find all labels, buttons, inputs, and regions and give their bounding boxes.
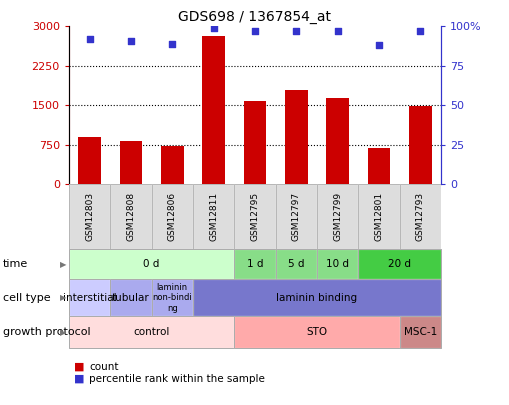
Point bbox=[415, 28, 423, 34]
Text: GDS698 / 1367854_at: GDS698 / 1367854_at bbox=[178, 10, 331, 24]
Text: ■: ■ bbox=[74, 362, 84, 371]
Text: 20 d: 20 d bbox=[387, 259, 410, 269]
Bar bbox=[192, 184, 234, 249]
Text: GSM12793: GSM12793 bbox=[415, 192, 424, 241]
Bar bbox=[399, 184, 440, 249]
Bar bbox=[69, 279, 110, 316]
Text: GSM12795: GSM12795 bbox=[250, 192, 259, 241]
Text: GSM12801: GSM12801 bbox=[374, 192, 383, 241]
Bar bbox=[275, 184, 317, 249]
Text: percentile rank within the sample: percentile rank within the sample bbox=[89, 374, 265, 384]
Bar bbox=[69, 249, 234, 279]
Bar bbox=[399, 184, 440, 249]
Bar bbox=[151, 279, 192, 316]
Text: 1 d: 1 d bbox=[246, 259, 263, 269]
Bar bbox=[275, 249, 317, 279]
Bar bbox=[234, 249, 275, 279]
Text: ▶: ▶ bbox=[60, 293, 66, 302]
Bar bbox=[192, 279, 440, 316]
Bar bbox=[358, 249, 440, 279]
Text: tubular: tubular bbox=[112, 293, 150, 303]
Text: laminin binding: laminin binding bbox=[276, 293, 357, 303]
Bar bbox=[326, 98, 349, 184]
Text: ▶: ▶ bbox=[60, 328, 66, 337]
Text: MSC-1: MSC-1 bbox=[403, 327, 436, 337]
Text: 5 d: 5 d bbox=[288, 259, 304, 269]
Bar bbox=[69, 184, 110, 249]
Bar bbox=[234, 184, 275, 249]
Bar bbox=[78, 137, 101, 184]
Bar bbox=[317, 249, 358, 279]
Point bbox=[374, 42, 382, 49]
Bar bbox=[367, 149, 390, 184]
Bar bbox=[285, 90, 307, 184]
Point bbox=[250, 28, 259, 34]
Text: time: time bbox=[3, 259, 28, 269]
Point bbox=[86, 36, 94, 42]
Bar bbox=[358, 184, 399, 249]
Bar bbox=[192, 184, 234, 249]
Bar bbox=[69, 184, 110, 249]
Text: ■: ■ bbox=[74, 374, 84, 384]
Bar bbox=[69, 279, 110, 316]
Text: GSM12811: GSM12811 bbox=[209, 192, 218, 241]
Bar bbox=[192, 279, 440, 316]
Bar bbox=[399, 316, 440, 348]
Text: GSM12803: GSM12803 bbox=[85, 192, 94, 241]
Bar bbox=[151, 184, 192, 249]
Bar bbox=[160, 146, 183, 184]
Text: GSM12797: GSM12797 bbox=[291, 192, 300, 241]
Text: control: control bbox=[133, 327, 169, 337]
Bar bbox=[234, 184, 275, 249]
Text: 10 d: 10 d bbox=[326, 259, 349, 269]
Text: STO: STO bbox=[306, 327, 327, 337]
Point bbox=[333, 28, 341, 34]
Bar bbox=[358, 184, 399, 249]
Bar bbox=[110, 279, 151, 316]
Bar bbox=[275, 184, 317, 249]
Bar bbox=[151, 279, 192, 316]
Bar bbox=[151, 184, 192, 249]
Bar bbox=[69, 249, 234, 279]
Bar bbox=[119, 141, 142, 184]
Point bbox=[127, 37, 135, 44]
Point bbox=[209, 25, 217, 31]
Bar bbox=[234, 316, 399, 348]
Text: GSM12806: GSM12806 bbox=[167, 192, 177, 241]
Bar bbox=[399, 316, 440, 348]
Text: growth protocol: growth protocol bbox=[3, 327, 90, 337]
Bar bbox=[243, 101, 266, 184]
Bar bbox=[408, 106, 431, 184]
Text: 0 d: 0 d bbox=[143, 259, 159, 269]
Text: count: count bbox=[89, 362, 119, 371]
Bar bbox=[110, 184, 151, 249]
Bar bbox=[110, 279, 151, 316]
Text: interstitial: interstitial bbox=[63, 293, 116, 303]
Bar bbox=[110, 184, 151, 249]
Bar bbox=[317, 184, 358, 249]
Bar bbox=[317, 184, 358, 249]
Point bbox=[168, 40, 176, 47]
Bar bbox=[69, 316, 234, 348]
Bar bbox=[358, 249, 440, 279]
Bar bbox=[275, 249, 317, 279]
Text: ▶: ▶ bbox=[60, 260, 66, 269]
Bar bbox=[234, 316, 399, 348]
Bar bbox=[69, 316, 234, 348]
Bar bbox=[317, 249, 358, 279]
Text: cell type: cell type bbox=[3, 293, 50, 303]
Bar bbox=[202, 36, 224, 184]
Point bbox=[292, 28, 300, 34]
Text: GSM12799: GSM12799 bbox=[332, 192, 342, 241]
Text: GSM12808: GSM12808 bbox=[126, 192, 135, 241]
Text: laminin
non-bindi
ng: laminin non-bindi ng bbox=[152, 283, 192, 313]
Bar bbox=[234, 249, 275, 279]
